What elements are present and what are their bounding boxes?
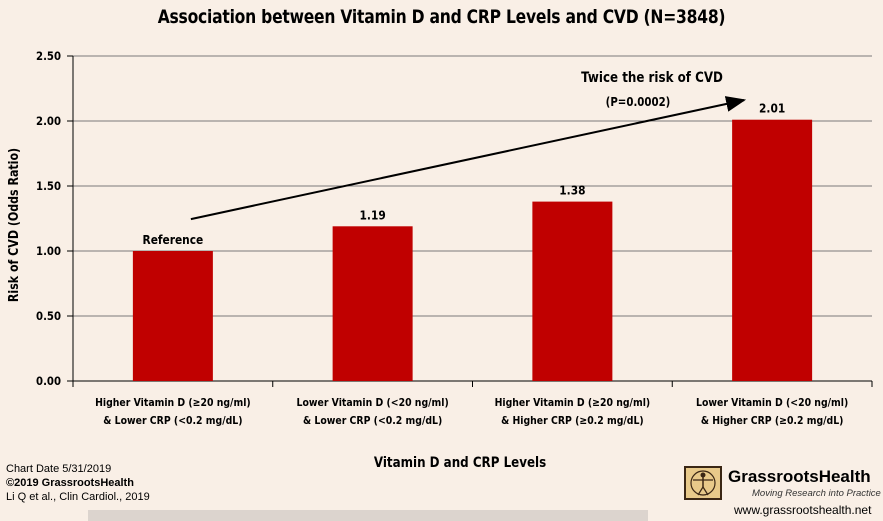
y-tick-label: 0.00 [36, 374, 61, 388]
x-tick-label: Higher Vitamin D (≥20 ng/ml) [495, 397, 651, 409]
footer-credits: Chart Date 5/31/2019 ©2019 GrassrootsHea… [6, 462, 150, 504]
data-label: 2.01 [759, 101, 785, 116]
x-tick-label: & Higher CRP (≥0.2 mg/dL) [701, 415, 844, 427]
x-axis-label: Vitamin D and CRP Levels [374, 455, 547, 471]
chart-date: Chart Date 5/31/2019 [6, 463, 112, 475]
bar [732, 119, 813, 381]
trend-arrow [190, 96, 747, 221]
y-tick-label: 0.50 [36, 309, 61, 323]
bar [532, 201, 613, 381]
data-label: 1.19 [360, 207, 386, 222]
y-tick-label: 2.00 [36, 114, 61, 128]
brand-name: GrassrootsHealth [728, 467, 871, 486]
x-tick-label: & Lower CRP (<0.2 mg/dL) [103, 415, 242, 427]
chart-title: Association between Vitamin D and CRP Le… [157, 6, 726, 28]
annotation-pvalue: (P=0.0002) [606, 95, 671, 109]
y-tick-label: 1.00 [36, 244, 61, 258]
brand-tagline: Moving Research into Practice [752, 488, 881, 499]
bar [332, 226, 413, 381]
x-tick-label: Lower Vitamin D (<20 ng/ml) [297, 397, 449, 409]
x-tick-label: Lower Vitamin D (<20 ng/ml) [696, 397, 848, 409]
x-tick-label: Higher Vitamin D (≥20 ng/ml) [95, 397, 251, 409]
vitruvian-logo-icon [684, 466, 722, 500]
copyright: ©2019 GrassrootsHealth [6, 477, 134, 489]
annotation-title: Twice the risk of CVD [581, 70, 723, 86]
x-tick-label: & Higher CRP (≥0.2 mg/dL) [501, 415, 644, 427]
y-axis-label: Risk of CVD (Odds Ratio) [6, 148, 21, 302]
y-tick-label: 1.50 [36, 179, 61, 193]
website-link[interactable]: www.grassrootshealth.net [734, 503, 872, 517]
citation: Li Q et al., Clin Cardiol., 2019 [6, 491, 150, 503]
x-tick-label: & Lower CRP (<0.2 mg/dL) [303, 415, 442, 427]
y-tick-label: 2.50 [36, 49, 61, 63]
data-label: Reference [143, 232, 204, 247]
viewer-toolbar-ghost [88, 510, 648, 521]
data-label: 1.38 [559, 183, 585, 198]
bar [132, 251, 213, 381]
